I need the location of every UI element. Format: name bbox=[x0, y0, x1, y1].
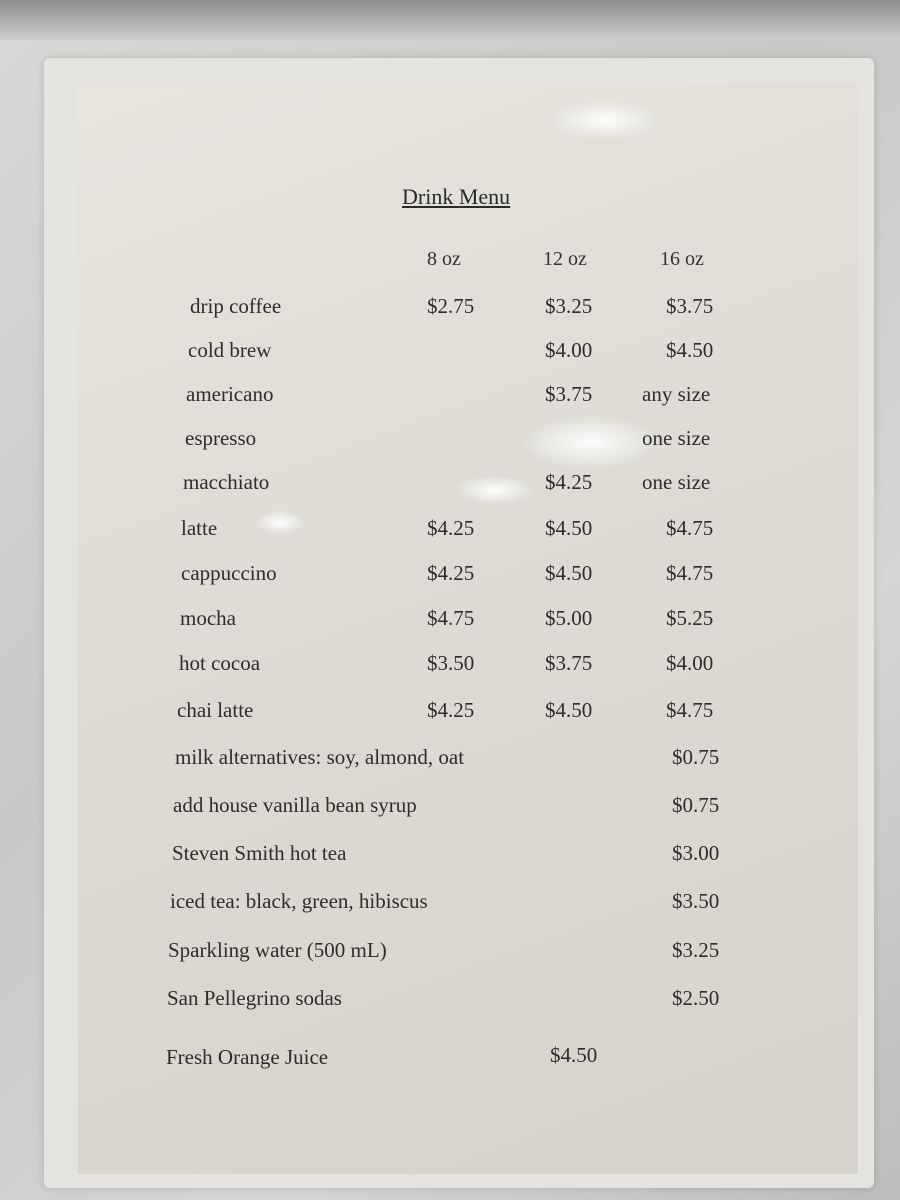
menu-paper bbox=[78, 84, 858, 1174]
price-12oz: $4.25 bbox=[545, 470, 593, 494]
size-header-12oz: 12 oz bbox=[543, 248, 587, 270]
extra-name: Sparkling water (500 mL) bbox=[168, 938, 387, 962]
extra-name: San Pellegrino sodas bbox=[167, 986, 342, 1010]
item-name: macchiato bbox=[183, 470, 270, 494]
price-8oz: $2.75 bbox=[427, 294, 475, 318]
price-12oz: $3.25 bbox=[545, 294, 593, 318]
size-header-8oz: 8 oz bbox=[427, 248, 461, 270]
price-16oz: $4.75 bbox=[666, 516, 714, 540]
item-name: mocha bbox=[180, 606, 236, 630]
price-16oz: $5.25 bbox=[666, 606, 714, 630]
price-16oz: $4.75 bbox=[666, 561, 714, 585]
glare bbox=[455, 475, 535, 505]
item-name: cappuccino bbox=[181, 561, 277, 585]
table-background bbox=[0, 0, 900, 40]
extra-price: $3.00 bbox=[672, 841, 720, 865]
extra-name: iced tea: black, green, hibiscus bbox=[170, 889, 428, 913]
extra-price: $0.75 bbox=[672, 745, 720, 769]
price-12oz: $3.75 bbox=[545, 382, 593, 406]
extra-price: $2.50 bbox=[672, 986, 720, 1010]
price-8oz: $4.25 bbox=[427, 561, 475, 585]
price-12oz: $4.50 bbox=[545, 561, 593, 585]
price-16oz: one size bbox=[642, 426, 711, 450]
item-name: espresso bbox=[185, 426, 257, 450]
price-16oz: $4.75 bbox=[666, 698, 714, 722]
price-12oz: $3.75 bbox=[545, 651, 593, 675]
price-12oz: $4.50 bbox=[545, 698, 593, 722]
price-16oz: any size bbox=[642, 382, 711, 406]
price-8oz: $4.75 bbox=[427, 606, 475, 630]
price-16oz: $4.50 bbox=[666, 338, 714, 362]
item-name: chai latte bbox=[177, 698, 254, 722]
price-8oz: $3.50 bbox=[427, 651, 475, 675]
menu-title: Drink Menu bbox=[402, 184, 511, 209]
item-name: hot cocoa bbox=[179, 651, 261, 675]
extra-name: add house vanilla bean syrup bbox=[173, 793, 417, 817]
juice-name: Fresh Orange Juice bbox=[166, 1045, 329, 1069]
price-16oz: $4.00 bbox=[666, 651, 714, 675]
price-12oz: $4.50 bbox=[545, 516, 593, 540]
item-name: americano bbox=[186, 382, 274, 406]
price-16oz: one size bbox=[642, 470, 711, 494]
item-name: cold brew bbox=[188, 338, 272, 362]
price-16oz: $3.75 bbox=[666, 294, 714, 318]
extra-price: $0.75 bbox=[672, 793, 720, 817]
extra-price: $3.50 bbox=[672, 889, 720, 913]
glare bbox=[520, 415, 660, 470]
price-8oz: $4.25 bbox=[427, 516, 475, 540]
price-12oz: $5.00 bbox=[545, 606, 593, 630]
item-name: drip coffee bbox=[190, 294, 282, 318]
price-12oz: $4.00 bbox=[545, 338, 593, 362]
extra-name: Steven Smith hot tea bbox=[172, 841, 347, 865]
extra-price: $3.25 bbox=[672, 938, 720, 962]
glare bbox=[255, 510, 305, 535]
extra-name: milk alternatives: soy, almond, oat bbox=[175, 745, 465, 769]
price-8oz: $4.25 bbox=[427, 698, 475, 722]
juice-price: $4.50 bbox=[550, 1043, 598, 1067]
item-name: latte bbox=[181, 516, 218, 540]
size-header-16oz: 16 oz bbox=[660, 248, 704, 270]
glare bbox=[550, 100, 660, 140]
